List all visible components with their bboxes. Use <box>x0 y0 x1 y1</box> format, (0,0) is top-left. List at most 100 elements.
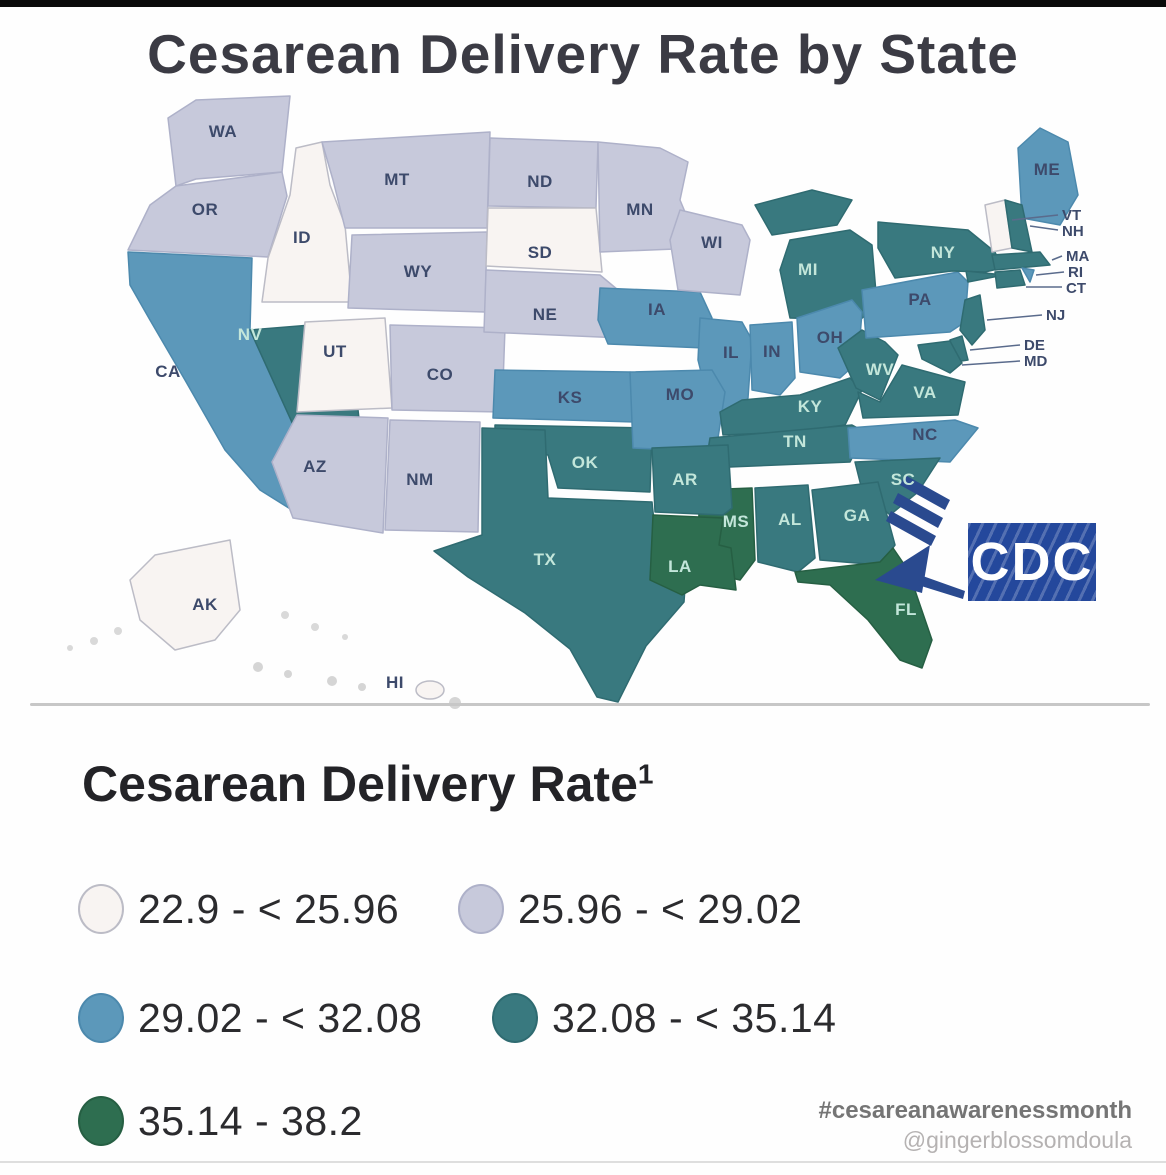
state-nm <box>384 419 481 533</box>
svg-text:AR: AR <box>672 470 698 489</box>
state-ut <box>296 317 393 413</box>
svg-text:TX: TX <box>534 550 557 569</box>
svg-text:TN: TN <box>783 432 807 451</box>
state-ny-long-island <box>965 270 1005 283</box>
svg-text:NH: NH <box>1062 223 1084 240</box>
svg-text:CO: CO <box>427 365 454 384</box>
svg-text:KS: KS <box>558 388 583 407</box>
svg-text:NM: NM <box>406 470 433 489</box>
state-az <box>271 414 389 534</box>
svg-text:FL: FL <box>895 600 917 619</box>
state-ma <box>991 251 1051 271</box>
svg-text:NE: NE <box>533 305 558 324</box>
svg-text:ME: ME <box>1034 160 1061 179</box>
state-ak <box>129 539 241 651</box>
svg-text:CT: CT <box>1066 280 1086 297</box>
state-wv <box>837 329 899 401</box>
state-in <box>749 321 796 396</box>
svg-text:MT: MT <box>384 170 410 189</box>
svg-text:VT: VT <box>1062 207 1081 224</box>
svg-text:SD: SD <box>528 243 553 262</box>
svg-text:OH: OH <box>817 328 844 347</box>
legend-label-2: 25.96 - < 29.02 <box>518 885 803 932</box>
cdc-swoosh-decoration <box>875 475 965 599</box>
legend-item-1: 22.9 - < 25.96 <box>78 884 399 934</box>
svg-text:MN: MN <box>626 200 653 219</box>
legend-swatch-5 <box>78 1096 124 1146</box>
svg-text:NJ: NJ <box>1046 307 1065 324</box>
legend-swatch-3 <box>78 993 124 1043</box>
top-border-bar <box>0 0 1166 7</box>
legend-item-5: 35.14 - 38.2 <box>78 1096 363 1146</box>
state-ri <box>1021 267 1035 283</box>
legend-label-5: 35.14 - 38.2 <box>138 1097 363 1144</box>
svg-text:WI: WI <box>701 233 723 252</box>
svg-text:OK: OK <box>572 453 599 472</box>
svg-text:SC: SC <box>891 470 916 489</box>
legend-swatch-2 <box>458 884 504 934</box>
state-hi <box>415 680 445 700</box>
legend-label-3: 29.02 - < 32.08 <box>138 994 423 1041</box>
legend-item-2: 25.96 - < 29.02 <box>458 884 802 934</box>
svg-text:MI: MI <box>798 260 818 279</box>
svg-text:LA: LA <box>668 557 692 576</box>
svg-text:GA: GA <box>844 506 871 525</box>
svg-text:HI: HI <box>386 673 404 692</box>
svg-text:NV: NV <box>238 325 263 344</box>
state-sd <box>485 207 603 273</box>
hashtag-text: #cesareanawarenessmonth <box>818 1097 1133 1124</box>
svg-text:MS: MS <box>723 512 750 531</box>
cdc-logo: CDC <box>968 523 1096 601</box>
bottom-border-line <box>0 1161 1166 1163</box>
section-divider <box>30 703 1150 706</box>
svg-text:MO: MO <box>666 385 694 404</box>
legend-footnote-marker: 1 <box>637 758 654 790</box>
svg-text:ND: ND <box>527 172 553 191</box>
svg-text:VA: VA <box>913 383 936 402</box>
state-ny <box>877 221 1003 279</box>
legend-item-4: 32.08 - < 35.14 <box>492 993 836 1043</box>
svg-text:AK: AK <box>192 595 218 614</box>
page-title: Cesarean Delivery Rate by State <box>147 23 1019 85</box>
legend-swatch-1 <box>78 884 124 934</box>
state-mi-upper <box>754 189 853 236</box>
state-al <box>754 484 816 573</box>
state-mt <box>321 131 491 229</box>
svg-text:WA: WA <box>209 122 237 141</box>
state-wi <box>669 209 751 296</box>
state-labels: WA OR CA NV ID MT WY UT CO AZ NM ND SD N… <box>155 122 1060 692</box>
state-ar <box>651 444 733 516</box>
svg-text:ID: ID <box>293 228 311 247</box>
legend-label-4: 32.08 - < 35.14 <box>552 994 837 1041</box>
svg-text:AL: AL <box>778 510 802 529</box>
legend-title: Cesarean Delivery Rate1 <box>82 755 653 813</box>
svg-text:CA: CA <box>155 362 181 381</box>
svg-text:NC: NC <box>912 425 938 444</box>
legend-label-1: 22.9 - < 25.96 <box>138 885 400 932</box>
northeast-callout-lines <box>961 214 1065 366</box>
us-map-svg: WA OR CA NV ID MT WY UT CO AZ NM ND SD N… <box>67 95 1089 709</box>
state-tx <box>433 427 689 703</box>
state-ct <box>994 269 1026 289</box>
legend-swatch-4 <box>492 993 538 1043</box>
svg-text:NY: NY <box>931 243 956 262</box>
legend-title-text: Cesarean Delivery Rate <box>82 756 638 812</box>
svg-text:RI: RI <box>1068 264 1083 281</box>
state-nc <box>847 419 979 463</box>
us-choropleth-map: WA OR CA NV ID MT WY UT CO AZ NM ND SD N… <box>0 75 1166 710</box>
svg-text:MA: MA <box>1066 248 1089 265</box>
northeast-callout-labels: VT NH MA RI CT NJ DE MD <box>1024 207 1089 370</box>
svg-text:WY: WY <box>404 262 433 281</box>
state-la <box>649 514 737 596</box>
social-handle-text: @gingerblossomdoula <box>902 1127 1132 1153</box>
state-wa <box>167 95 291 187</box>
svg-text:WV: WV <box>866 360 895 379</box>
alaska-islands <box>67 611 348 651</box>
state-mi <box>779 229 878 321</box>
svg-text:KY: KY <box>798 397 823 416</box>
legend-item-3: 29.02 - < 32.08 <box>78 993 422 1043</box>
svg-text:OR: OR <box>192 200 219 219</box>
svg-text:IN: IN <box>763 342 781 361</box>
svg-text:AZ: AZ <box>303 457 327 476</box>
